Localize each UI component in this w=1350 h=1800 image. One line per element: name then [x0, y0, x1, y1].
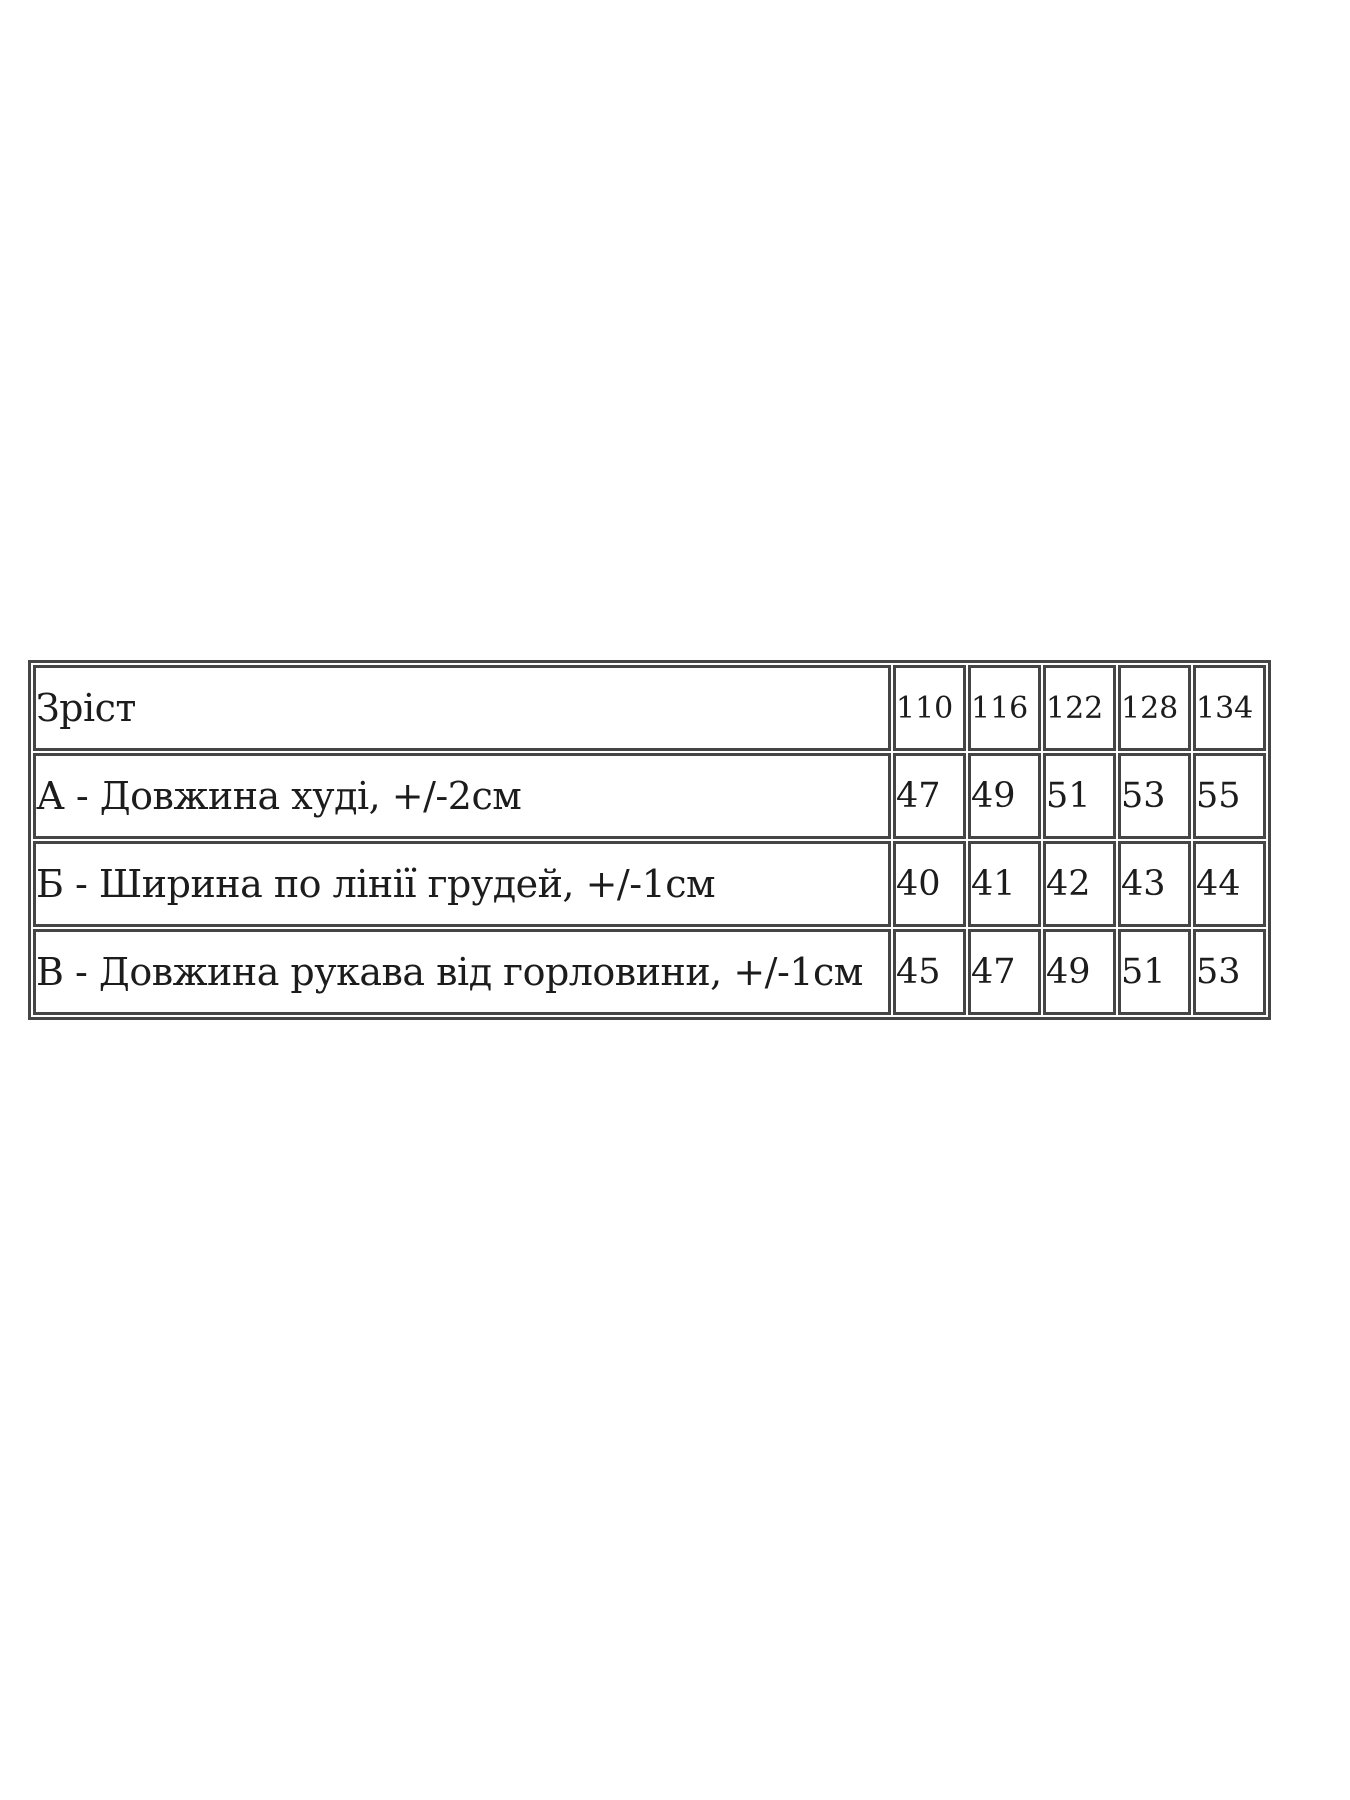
value-cell: 53 [1118, 753, 1191, 839]
row-chest-width: Б - Ширина по лінії грудей, +/-1см 40 41… [33, 841, 1266, 927]
value-cell: 49 [968, 753, 1041, 839]
value-cell: 45 [893, 929, 966, 1015]
row-sleeve-length: В - Довжина рукава від горловини, +/-1см… [33, 929, 1266, 1015]
header-row: Зріст 110 116 122 128 134 [33, 665, 1266, 751]
row-label-sleeve-length: В - Довжина рукава від горловини, +/-1см [33, 929, 891, 1015]
value-cell: 47 [968, 929, 1041, 1015]
value-cell: 44 [1193, 841, 1266, 927]
value-cell: 41 [968, 841, 1041, 927]
value-cell: 51 [1118, 929, 1191, 1015]
value-cell: 42 [1043, 841, 1116, 927]
value-cell: 49 [1043, 929, 1116, 1015]
header-label-height: Зріст [33, 665, 891, 751]
size-column-122: 122 [1043, 665, 1116, 751]
value-cell: 51 [1043, 753, 1116, 839]
size-column-128: 128 [1118, 665, 1191, 751]
size-column-134: 134 [1193, 665, 1266, 751]
value-cell: 53 [1193, 929, 1266, 1015]
row-label-chest-width: Б - Ширина по лінії грудей, +/-1см [33, 841, 891, 927]
value-cell: 55 [1193, 753, 1266, 839]
row-hoodie-length: А - Довжина худі, +/-2см 47 49 51 53 55 [33, 753, 1266, 839]
size-chart-table: Зріст 110 116 122 128 134 А - Довжина ху… [28, 660, 1271, 1020]
value-cell: 40 [893, 841, 966, 927]
size-column-110: 110 [893, 665, 966, 751]
value-cell: 47 [893, 753, 966, 839]
value-cell: 43 [1118, 841, 1191, 927]
row-label-hoodie-length: А - Довжина худі, +/-2см [33, 753, 891, 839]
size-column-116: 116 [968, 665, 1041, 751]
